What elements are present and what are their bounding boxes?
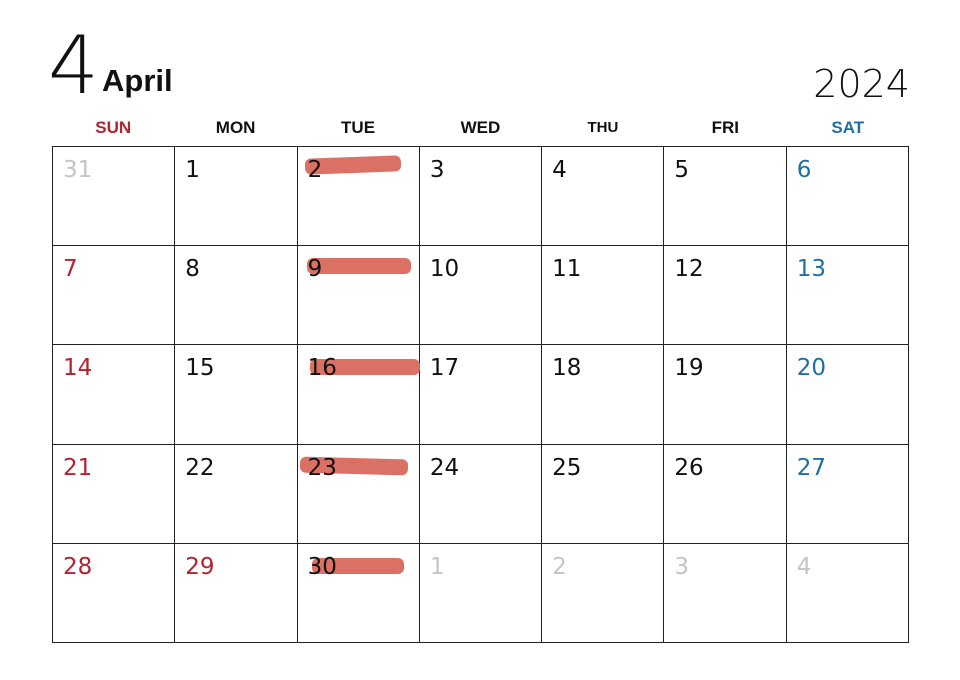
day-cell[interactable]: 20 <box>786 345 909 445</box>
day-cell[interactable]: 10 <box>419 246 543 346</box>
day-cell[interactable]: 6 <box>786 147 909 247</box>
weekday-tue: TUE <box>341 118 376 137</box>
day-number: 2 <box>552 553 567 580</box>
weekday-sun: SUN <box>95 118 132 137</box>
day-number: 20 <box>796 355 826 382</box>
day-cell[interactable]: 12 <box>664 246 787 346</box>
day-number: 3 <box>429 157 445 183</box>
day-number: 5 <box>674 157 690 183</box>
day-cell[interactable]: 16 <box>297 345 420 445</box>
calendar-grid: 31 1 2 3 4 5 6 7 8 9 10 11 12 13 14 15 16 17 18 19 20 21 22 23 2… <box>52 146 909 643</box>
day-cell[interactable]: 25 <box>542 444 665 544</box>
day-number: 29 <box>185 553 215 580</box>
highlight-marker <box>306 258 411 275</box>
day-cell[interactable]: 1 <box>175 147 298 247</box>
weekday-mon: MON <box>215 118 256 137</box>
month-name: April <box>102 63 173 98</box>
day-cell[interactable]: 28 <box>53 543 176 643</box>
day-number: 28 <box>63 553 93 580</box>
day-number: 19 <box>674 355 704 382</box>
day-number: 14 <box>63 355 93 382</box>
day-number: 1 <box>429 553 445 580</box>
highlight-marker <box>311 557 404 574</box>
day-cell[interactable]: 3 <box>664 543 787 643</box>
day-cell[interactable]: 15 <box>175 345 298 445</box>
day-number: 11 <box>552 256 582 283</box>
day-number: 3 <box>674 553 690 580</box>
day-number: 16 <box>307 355 337 382</box>
day-number: 1 <box>185 157 200 183</box>
highlight-marker <box>309 359 420 376</box>
day-number: 17 <box>429 355 460 382</box>
day-cell[interactable]: 2 <box>542 543 665 643</box>
day-number: 4 <box>552 157 567 183</box>
weekday-sat: SAT <box>831 118 865 137</box>
year-label: 2024 <box>813 62 910 106</box>
day-cell[interactable]: 26 <box>664 444 787 544</box>
weekday-header-row: SUN MON TUE WED THU FRI SAT <box>52 116 909 140</box>
day-cell[interactable]: 1 <box>419 543 543 643</box>
day-cell[interactable]: 19 <box>664 345 787 445</box>
weekday-thu: THU <box>587 119 619 136</box>
day-cell[interactable]: 7 <box>53 246 176 346</box>
day-cell[interactable]: 11 <box>542 246 665 346</box>
month-number: 4 <box>48 19 99 112</box>
day-cell[interactable]: 30 <box>297 543 420 643</box>
day-cell[interactable]: 3 <box>419 147 543 247</box>
day-number: 27 <box>796 454 826 481</box>
day-number: 22 <box>185 454 215 481</box>
day-number: 7 <box>63 256 78 283</box>
day-number: 10 <box>429 256 460 283</box>
day-number: 8 <box>185 256 200 283</box>
day-cell[interactable]: 5 <box>664 147 787 247</box>
day-cell[interactable]: 23 <box>297 444 420 544</box>
day-number: 23 <box>307 454 337 481</box>
day-number: 13 <box>796 256 826 283</box>
day-cell[interactable]: 14 <box>53 345 176 445</box>
day-cell[interactable]: 17 <box>419 345 543 445</box>
day-cell[interactable]: 31 <box>53 147 176 247</box>
day-cell[interactable]: 4 <box>542 147 665 247</box>
day-cell[interactable]: 27 <box>786 444 909 544</box>
day-cell[interactable]: 24 <box>419 444 543 544</box>
day-number: 12 <box>674 256 704 283</box>
day-number: 15 <box>185 355 215 382</box>
day-cell[interactable]: 22 <box>175 444 298 544</box>
weekday-fri: FRI <box>711 118 740 137</box>
weekday-wed: WED <box>460 118 501 137</box>
day-cell[interactable]: 13 <box>786 246 909 346</box>
day-number: 21 <box>63 454 93 481</box>
day-number: 18 <box>552 355 582 382</box>
day-number: 4 <box>796 553 812 580</box>
day-cell[interactable]: 18 <box>542 345 665 445</box>
day-number: 9 <box>307 256 323 283</box>
day-number: 24 <box>429 454 460 481</box>
day-cell[interactable]: 9 <box>297 246 420 346</box>
day-number: 30 <box>307 553 337 580</box>
day-cell[interactable]: 8 <box>175 246 298 346</box>
day-number: 26 <box>674 454 704 481</box>
day-number: 2 <box>307 157 323 183</box>
day-number: 25 <box>552 454 582 481</box>
day-number: 31 <box>63 157 93 183</box>
day-cell[interactable]: 2 <box>297 147 420 247</box>
day-cell[interactable]: 4 <box>786 543 909 643</box>
day-cell[interactable]: 21 <box>53 444 176 544</box>
day-cell[interactable]: 29 <box>175 543 298 643</box>
day-number: 6 <box>796 157 812 183</box>
